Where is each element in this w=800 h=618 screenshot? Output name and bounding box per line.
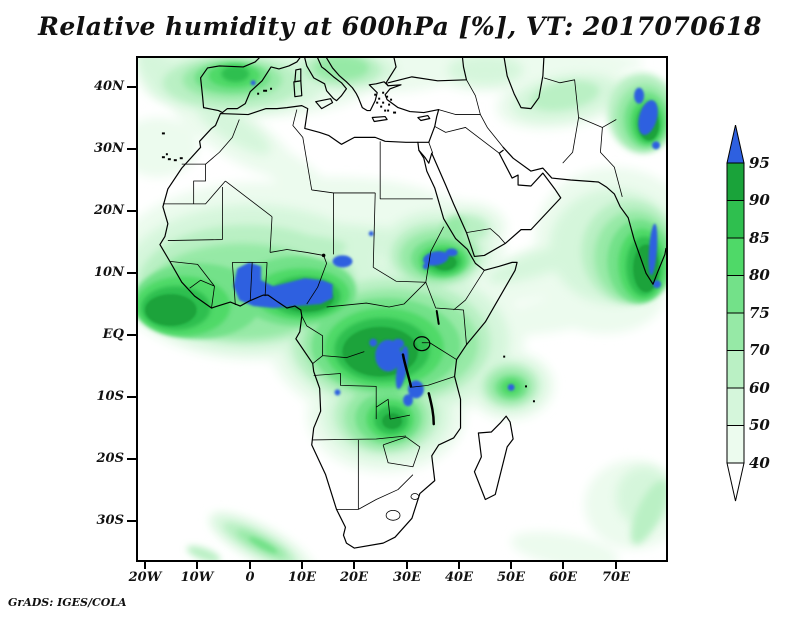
lake-tanganyika [401,353,413,388]
lake-malawi [427,392,435,426]
plot-title: Relative humidity at 600hPa [%], VT: 201… [38,12,762,41]
colorbar-segment [726,312,745,351]
y-tick [127,334,136,336]
islands [161,87,535,403]
lake-chad [321,253,326,258]
colorbar-segment [726,350,745,389]
colorbar [726,124,745,507]
x-tick [510,560,512,569]
balkans-greece-coastline [326,58,389,112]
humidity-shading [138,58,666,560]
x-tick [196,560,198,569]
x-tick [458,560,460,569]
y-tick [127,396,136,398]
x-tick [301,560,303,569]
grads-credit: GrADS: IGES/COLA [8,596,127,609]
colorbar-segment [726,425,745,464]
italy-coastline [304,58,348,102]
x-tick [249,560,251,569]
x-tick [615,560,617,569]
y-axis-tick-label: 10S [96,389,124,404]
y-axis-tick-label: 30N [94,141,124,156]
humidity-gt95-blue [233,80,661,407]
x-tick [562,560,564,569]
y-tick [127,86,136,88]
y-tick [127,272,136,274]
corsica-coastline [294,68,302,83]
iberia-med-coastline [202,58,301,114]
y-axis-tick-label: 20S [96,451,124,466]
arabia-coastline [431,149,562,258]
colorbar-label: 85 [749,229,770,247]
lake-victoria [413,336,431,352]
x-axis-tick-label: 60E [549,570,577,585]
x-axis-tick-label: 0 [245,570,255,585]
coastlines [159,58,666,549]
colorbar-label: 40 [749,454,770,472]
iran-india-coastline [502,146,666,285]
x-tick [406,560,408,569]
colorbar-label: 80 [749,266,770,284]
cyprus-coastline [417,114,431,122]
country-borders [162,77,623,521]
y-tick [127,458,136,460]
colorbar-segment [726,162,745,201]
sinai-coastline [417,141,433,164]
colorbar-segment [726,237,745,276]
x-axis-tick-label: 70E [602,570,630,585]
colorbar-label: 70 [749,341,770,359]
y-axis-tick-label: EQ [102,327,124,342]
crete-coastline [371,115,388,123]
colorbar-label: 60 [749,379,770,397]
x-tick [353,560,355,569]
x-axis-tick-label: 10E [288,570,316,585]
colorbar-under-arrow [726,462,745,502]
lake-turkana [435,309,440,325]
sicily-coastline [315,98,334,110]
y-axis-tick-label: 30S [96,513,124,528]
x-axis-tick-label: 10W [180,570,214,585]
x-axis-tick-label: 30E [393,570,421,585]
map-panel [136,56,668,562]
black-sea-coastline [387,58,468,84]
humidity-map-canvas [138,58,666,560]
colorbar-over-arrow [726,124,745,164]
colorbar-segment [726,275,745,314]
colorbar-segment [726,387,745,426]
colorbar-segment [726,200,745,239]
x-axis-tick-label: 50E [497,570,525,585]
colorbar-label: 95 [749,154,770,172]
y-tick [127,210,136,212]
x-tick [144,560,146,569]
madagascar-coastline [473,415,514,501]
x-axis-tick-label: 20E [340,570,368,585]
y-tick [127,520,136,522]
colorbar-label: 50 [749,416,770,434]
y-tick [127,148,136,150]
colorbar-label: 90 [749,191,770,209]
x-axis-tick-label: 40E [445,570,473,585]
x-axis-tick-label: 20W [128,570,162,585]
y-axis-tick-label: 20N [94,203,124,218]
caspian-coastline [503,58,545,110]
lakes [321,253,440,426]
africa-coastline [159,105,518,549]
y-axis-tick-label: 10N [94,265,124,280]
colorbar-label: 75 [749,304,770,322]
y-axis-tick-label: 40N [94,79,124,94]
iberia-west-coastline [200,58,260,109]
